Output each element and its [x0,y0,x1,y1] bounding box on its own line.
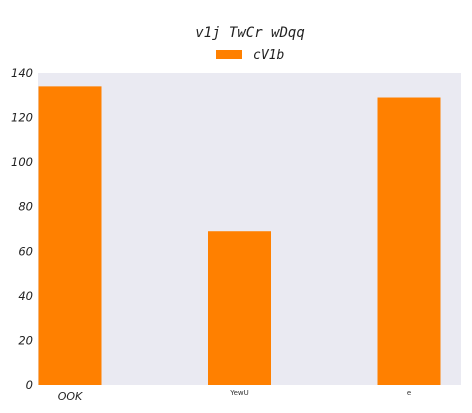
y-tick-label: 100 [11,155,33,169]
y-tick-label: 120 [11,111,33,125]
legend-swatch [216,50,242,59]
y-tick-label: 20 [18,333,33,347]
bar-ook [38,86,102,385]
y-tick-label: 80 [18,200,33,214]
x-axis-ticks: OOK YewU e [58,389,411,403]
x-tick-label: YewU [229,389,249,397]
bar-yewu [208,231,271,385]
y-axis-ticks: 0 20 40 60 80 100 120 140 [11,66,33,392]
y-tick-label: 140 [11,66,33,80]
legend-label: cV1b [253,48,284,63]
x-tick-label: OOK [58,390,83,403]
y-tick-label: 40 [18,289,33,303]
chart-title: v1j TwCr wDqq [195,25,305,41]
bar-e [377,97,441,385]
bars [38,86,441,385]
y-tick-label: 60 [18,244,33,258]
y-tick-label: 0 [26,378,33,392]
legend: cV1b [216,48,284,63]
x-tick-label: e [407,389,411,397]
